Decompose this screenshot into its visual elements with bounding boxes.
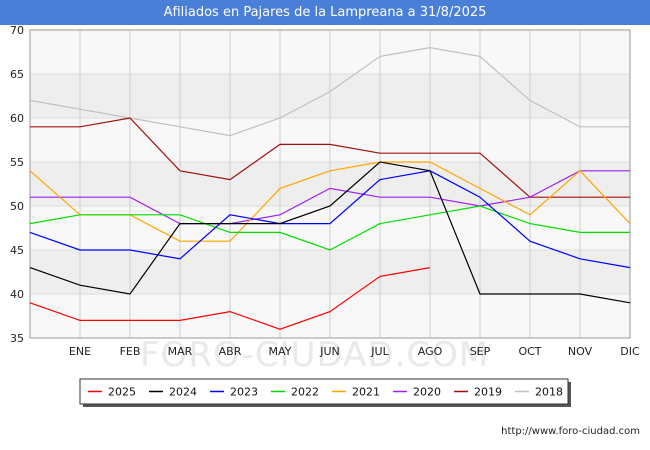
plot-border	[29, 29, 631, 339]
y-tick-label: 70	[10, 24, 24, 37]
legend-label-2018: 2018	[535, 386, 563, 399]
y-tick-label: 45	[10, 244, 24, 257]
x-tick-label: JUL	[370, 345, 389, 358]
y-tick-label: 65	[10, 68, 24, 81]
x-tick-label: OCT	[518, 345, 541, 358]
series-line-2023	[29, 170, 631, 269]
x-tick-label: AGO	[418, 345, 443, 358]
legend-label-2019: 2019	[474, 386, 502, 399]
y-tick-label: 55	[10, 156, 24, 169]
y-tick-label: 50	[10, 200, 24, 213]
series-line-2024	[29, 161, 631, 304]
y-tick-label: 40	[10, 288, 24, 301]
x-tick-label: ENE	[69, 345, 91, 358]
legend-label-2021: 2021	[352, 386, 380, 399]
series-line-2022	[29, 205, 630, 251]
watermark: FORO-CIUDAD.COM	[140, 335, 490, 375]
x-tick-label: MAR	[168, 345, 193, 358]
y-tick-label: 60	[10, 112, 24, 125]
x-tick-label: ABR	[219, 345, 242, 358]
x-tick-label: FEB	[120, 345, 141, 358]
legend-label-2020: 2020	[413, 386, 441, 399]
legend-label-2025: 2025	[108, 386, 136, 399]
x-tick-label: MAY	[269, 345, 292, 358]
x-tick-label: DIC	[620, 345, 640, 358]
y-tick-label: 35	[10, 332, 24, 345]
source-url: http://www.foro-ciudad.com	[501, 426, 640, 437]
x-tick-label: JUN	[319, 345, 340, 358]
x-tick-label: NOV	[568, 345, 593, 358]
legend-label-2024: 2024	[169, 386, 197, 399]
chart-title: Afiliados en Pajares de la Lampreana a 3…	[0, 0, 650, 25]
x-tick-label: SEP	[470, 345, 491, 358]
series-line-2020	[30, 170, 630, 225]
legend-label-2023: 2023	[230, 386, 258, 399]
legend-label-2022: 2022	[291, 386, 319, 399]
series-line-2025	[29, 267, 431, 330]
